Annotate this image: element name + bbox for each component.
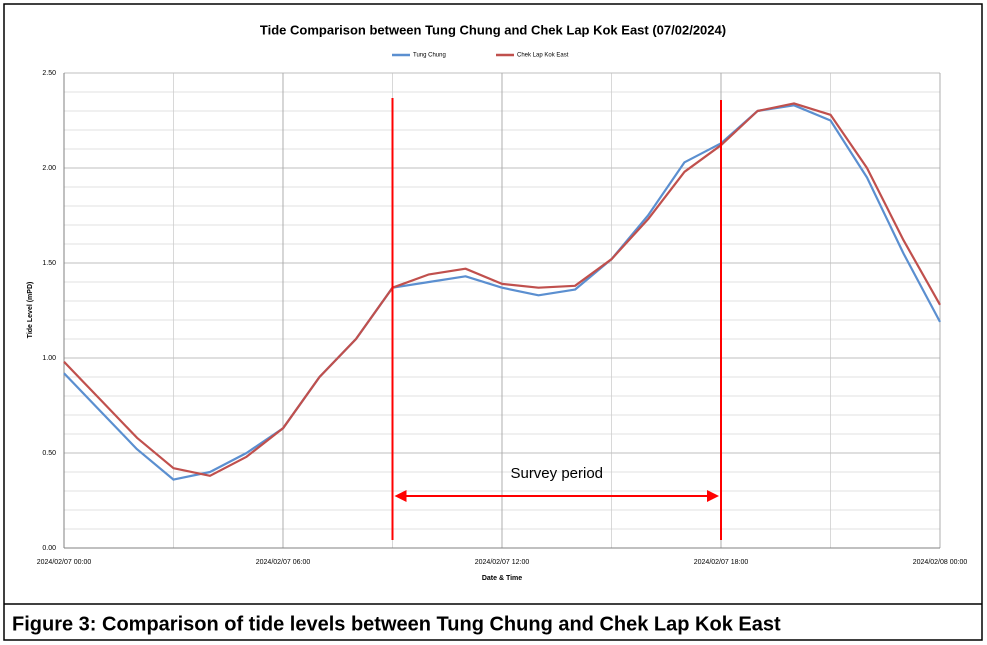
- chart-title: Tide Comparison between Tung Chung and C…: [260, 22, 726, 37]
- legend-label: Chek Lap Kok East: [517, 53, 569, 59]
- x-axis-label: Date & Time: [482, 575, 522, 582]
- page: {"chart_data": { "type": "line", "title"…: [0, 0, 987, 645]
- x-tick-label: 2024/02/07 06:00: [256, 559, 311, 566]
- x-tick-label: 2024/02/07 18:00: [694, 559, 749, 566]
- y-tick-label: 2.50: [42, 70, 56, 77]
- x-tick-label: 2024/02/07 00:00: [37, 559, 92, 566]
- annotation-label: Survey period: [510, 465, 603, 482]
- y-tick-label: 1.50: [42, 260, 56, 267]
- figure-border: [4, 4, 982, 640]
- y-tick-label: 2.00: [42, 165, 56, 172]
- x-tick-label: 2024/02/08 00:00: [913, 559, 968, 566]
- y-tick-label: 1.00: [42, 355, 56, 362]
- caption: Figure 3: Comparison of tide levels betw…: [12, 613, 781, 635]
- x-tick-label: 2024/02/07 12:00: [475, 559, 530, 566]
- y-axis-label: Tide Level (mPD): [27, 282, 34, 339]
- y-tick-label: 0.50: [42, 450, 56, 457]
- y-tick-label: 0.00: [42, 545, 56, 552]
- figure: Tide Comparison between Tung Chung and C…: [0, 0, 987, 645]
- legend-label: Tung Chung: [413, 53, 446, 59]
